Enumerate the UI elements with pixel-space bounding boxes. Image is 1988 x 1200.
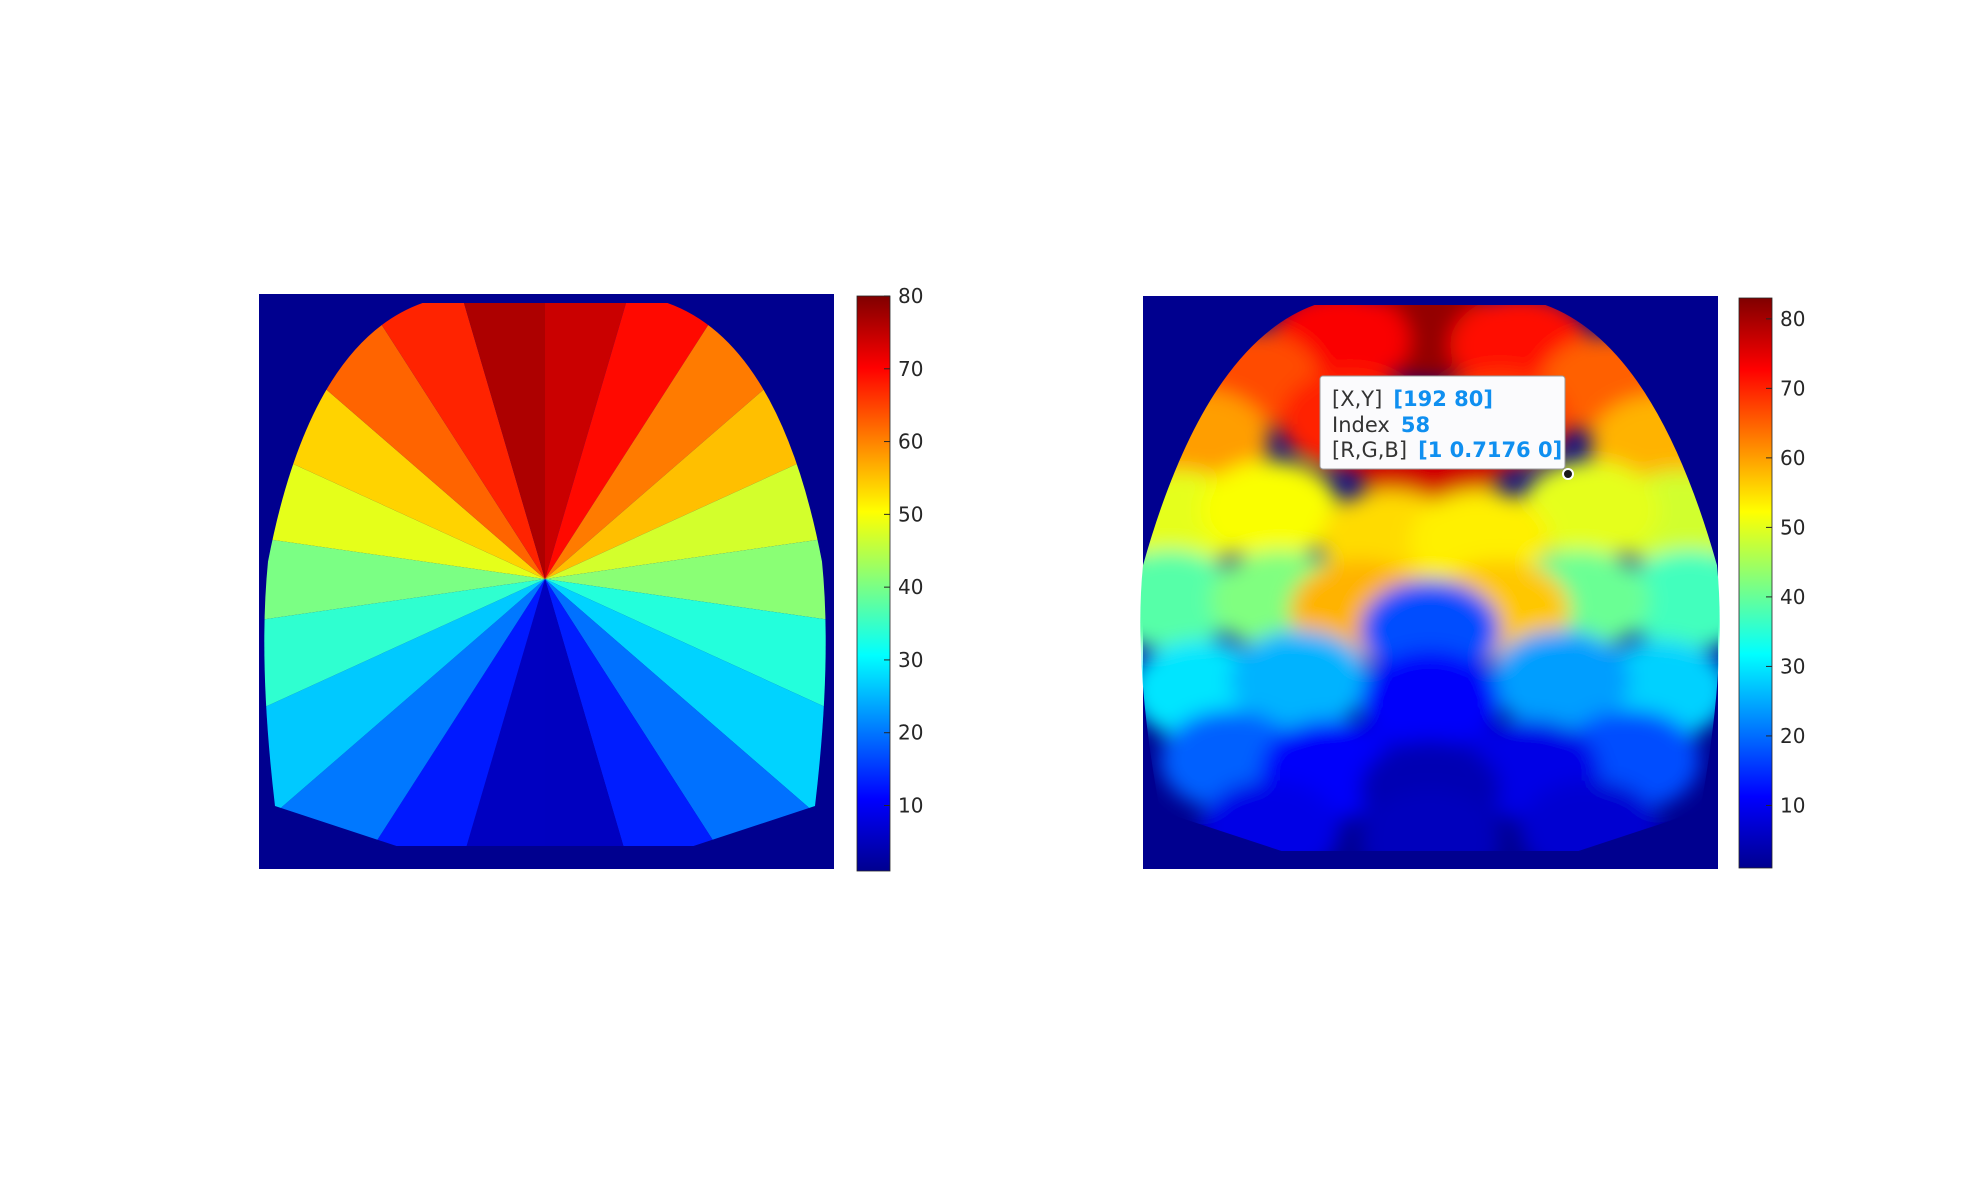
heatmap-left-sector (545, 507, 826, 651)
colorbar-tick-label: 30 (1780, 654, 1805, 678)
heatmap-left-sector (274, 579, 545, 846)
colorbar-tick-label: 80 (898, 284, 923, 308)
heatmap-left-sector (545, 579, 816, 846)
heatmap-left-sector (274, 303, 545, 579)
heatmap-right-region (1360, 580, 1500, 680)
heatmap-left-sector (545, 579, 826, 787)
datatip-rgb-label: [R,G,B] (1332, 438, 1407, 462)
colorbar-left[interactable]: 10 20 30 40 50 60 70 80 (856, 284, 923, 872)
heatmap-left-sector (404, 579, 545, 846)
heatmap-right-region (1360, 650, 1500, 750)
heatmap-right-region (1200, 460, 1340, 560)
colorbar-right[interactable]: 10 20 30 40 50 60 70 80 (1738, 297, 1805, 869)
colorbar-tick-label: 80 (1780, 307, 1805, 331)
datatip-xy-value: [192 80] (1393, 387, 1493, 411)
heatmap-left-sector (545, 303, 826, 579)
svg-text:[R,G,B] [1 0.7176 0]: [R,G,B] [1 0.7176 0] (1332, 438, 1562, 462)
heatmap-right-region (1230, 630, 1370, 730)
colorbar-tick-label: 30 (898, 648, 923, 672)
heatmap-right-region (1520, 780, 1660, 851)
heatmap-left-sector (264, 579, 545, 787)
heatmap-left-sector (545, 371, 826, 579)
colorbar-tick-label: 40 (898, 575, 923, 599)
heatmap-right-region (1520, 460, 1660, 560)
heatmap-left-sector (264, 371, 545, 579)
datatip-rgb-value: [1 0.7176 0] (1418, 438, 1562, 462)
datatip-marker[interactable] (1562, 468, 1574, 480)
colorbar-tick-label: 10 (1780, 793, 1805, 817)
heatmap-right-region (1360, 790, 1500, 851)
colorbar-tick-label: 60 (1780, 446, 1805, 470)
colorbar-tick-label: 20 (898, 721, 923, 745)
colorbar-tick-label: 60 (898, 430, 923, 454)
colorbar-tick-label: 10 (898, 793, 923, 817)
colorbar-tick-label: 40 (1780, 585, 1805, 609)
heatmap-left-sector (264, 303, 545, 579)
heatmap-right[interactable] (1100, 280, 1760, 890)
colorbar-tick-label: 20 (1780, 724, 1805, 748)
heatmap-left[interactable] (50, 79, 1040, 1079)
heatmap-right-region (1490, 630, 1630, 730)
heatmap-left-sector (264, 579, 545, 846)
svg-text:Index 58: Index 58 (1332, 413, 1430, 437)
heatmap-right-region (1620, 550, 1720, 650)
colorbar-tick-label: 70 (898, 357, 923, 381)
datatip-index-value: 58 (1401, 413, 1430, 437)
heatmap-left-sector (545, 303, 816, 579)
datatip[interactable]: [X,Y] [192 80] Index 58 [R,G,B] [1 0.717… (1319, 375, 1574, 480)
colorbar-left-gradient (856, 295, 891, 872)
heatmap-left-sector (545, 579, 826, 846)
datatip-index-label: Index (1332, 413, 1390, 437)
colorbar-tick-label: 70 (1780, 376, 1805, 400)
heatmap-left-sector (264, 507, 545, 651)
colorbar-tick-label: 50 (898, 502, 923, 526)
heatmap-left-sector (404, 303, 545, 579)
heatmap-right-region (1140, 550, 1240, 650)
heatmap-left-sector (545, 579, 826, 846)
datatip-xy-label: [X,Y] (1332, 387, 1382, 411)
heatmap-left-sector (545, 303, 826, 579)
colorbar-right-gradient (1738, 297, 1773, 869)
heatmap-left-sector (264, 303, 545, 579)
heatmap-right-region (1200, 780, 1340, 851)
svg-text:[X,Y] [192 80]: [X,Y] [192 80] (1332, 387, 1493, 411)
heatmap-left-sector (545, 303, 686, 579)
colorbar-tick-label: 50 (1780, 515, 1805, 539)
heatmap-left-sector (264, 579, 545, 846)
heatmap-left-sector (545, 579, 686, 846)
datatip-box (1319, 375, 1566, 470)
